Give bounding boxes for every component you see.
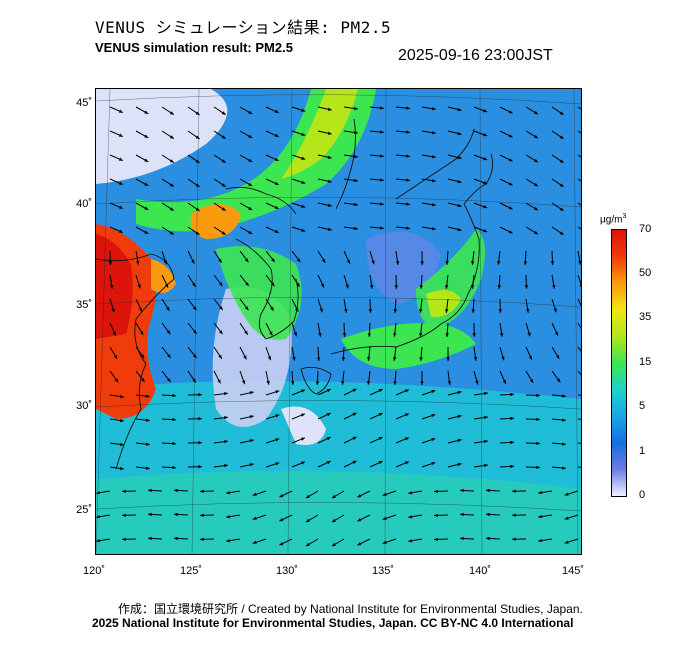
lat-tick-label: 25˚ bbox=[76, 504, 92, 516]
lon-tick-label: 130˚ bbox=[275, 565, 299, 577]
colorbar-label: 70 bbox=[639, 223, 652, 235]
colorbar-label: 35 bbox=[639, 311, 652, 323]
map-title-english: VENUS simulation result: PM2.5 bbox=[95, 40, 293, 55]
pm25-field-far-south bbox=[96, 471, 581, 554]
credit-line: 作成：国立環境研究所 / Created by National Institu… bbox=[118, 602, 583, 616]
lon-tick-label: 120˚ bbox=[82, 565, 106, 577]
lat-tick-label: 45˚ bbox=[76, 97, 92, 109]
colorbar-label: 15 bbox=[639, 356, 652, 368]
lat-tick-label: 30˚ bbox=[76, 400, 92, 412]
colorbar bbox=[611, 229, 627, 497]
graticule bbox=[96, 89, 581, 554]
pm25-plume-north-core bbox=[281, 89, 358, 179]
pm25-korea bbox=[216, 246, 302, 340]
colorbar-unit: µg/m3 bbox=[600, 213, 627, 226]
map-title-japanese: VENUS シミュレーション結果: PM2.5 bbox=[95, 18, 392, 37]
wind-vectors bbox=[96, 106, 581, 547]
lat-tick-label: 35˚ bbox=[76, 299, 92, 311]
colorbar-label: 50 bbox=[639, 267, 652, 279]
pm25-kanto bbox=[426, 290, 461, 318]
lon-tick-label: 125˚ bbox=[179, 565, 203, 577]
lat-tick-label: 40˚ bbox=[76, 198, 92, 210]
pm25-shandong bbox=[151, 259, 176, 293]
lon-tick-label: 145˚ bbox=[561, 565, 585, 577]
copyright-line: 2025 National Institute for Environmenta… bbox=[92, 616, 574, 630]
pm25-high-north-china bbox=[190, 204, 241, 239]
forecast-timestamp: 2025-09-16 23:00JST bbox=[398, 47, 553, 64]
colorbar-label: 5 bbox=[639, 400, 646, 412]
lon-tick-label: 135˚ bbox=[371, 565, 395, 577]
pm25-map bbox=[95, 88, 582, 555]
pm25-japan-west bbox=[341, 323, 476, 369]
lon-tick-label: 140˚ bbox=[468, 565, 492, 577]
colorbar-label: 1 bbox=[639, 445, 646, 457]
colorbar-label: 0 bbox=[639, 489, 646, 501]
pm25-low-kyushu-south bbox=[281, 406, 326, 445]
pm25-low-northwest bbox=[96, 89, 228, 184]
